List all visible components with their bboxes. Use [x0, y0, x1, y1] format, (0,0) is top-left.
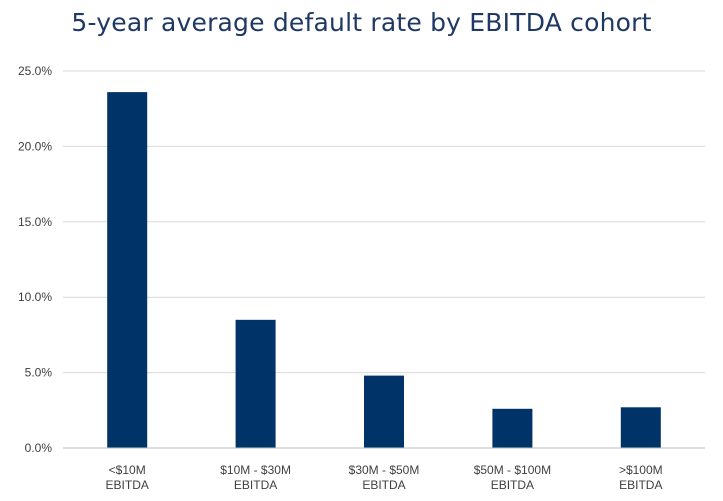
x-category-label: $10M - $30M EBITDA	[220, 463, 291, 492]
x-category-label-line: EBITDA	[491, 478, 534, 492]
x-category-label-line: >$100M	[619, 463, 663, 477]
bar	[620, 407, 661, 448]
x-category-label-line: $10M - $30M	[220, 463, 291, 477]
chart-title: 5-year average default rate by EBITDA co…	[71, 8, 652, 37]
x-category-label: $30M - $50M EBITDA	[349, 463, 420, 492]
bars	[107, 92, 661, 448]
x-category-label-line: EBITDA	[234, 478, 277, 492]
x-category-label-line: EBITDA	[362, 478, 405, 492]
gridlines	[63, 70, 705, 374]
x-category-label-line: $50M - $100M	[474, 463, 551, 477]
y-tick-label: 0.0%	[25, 441, 53, 455]
x-category-label: $50M - $100M EBITDA	[474, 463, 551, 492]
x-axis-category-labels: <$10M EBITDA$10M - $30M EBITDA$30M - $50M E…	[106, 463, 663, 492]
x-category-label-line: <$10M	[109, 463, 146, 477]
bar	[235, 319, 276, 448]
x-category-label: >$100M EBITDA	[619, 463, 663, 492]
bar	[107, 92, 148, 448]
y-tick-label: 15.0%	[18, 215, 52, 229]
y-tick-label: 25.0%	[18, 64, 52, 78]
y-tick-label: 20.0%	[18, 139, 52, 153]
x-category-label-line: EBITDA	[106, 478, 149, 492]
x-category-label: <$10M EBITDA	[106, 463, 149, 492]
bar	[364, 375, 404, 448]
x-category-label-line: EBITDA	[619, 478, 662, 492]
bar	[492, 408, 533, 448]
y-tick-label: 10.0%	[18, 290, 52, 304]
y-tick-label: 5.0%	[25, 366, 53, 380]
x-category-label-line: $30M - $50M	[349, 463, 420, 477]
y-axis-tick-labels: 0.0% 5.0% 10.0% 15.0% 20.0% 25.0%	[18, 64, 52, 455]
